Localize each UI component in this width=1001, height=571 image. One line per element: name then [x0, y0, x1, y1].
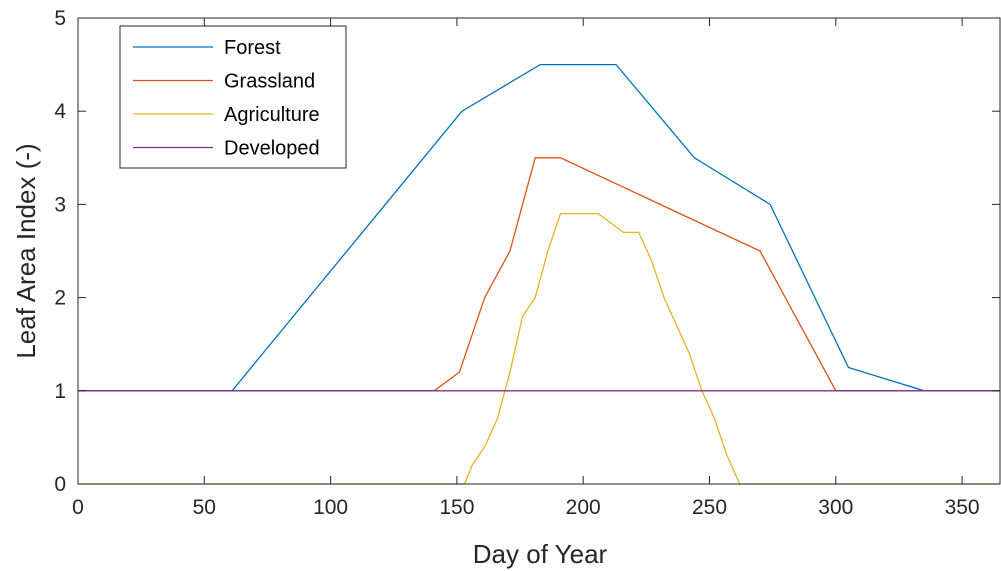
x-tick-label: 150: [439, 496, 474, 519]
x-tick-label: 300: [818, 496, 853, 519]
legend: Forest Grassland Agriculture Developed: [119, 25, 347, 169]
x-tick-label: 0: [72, 496, 84, 519]
y-tick-label: 1: [54, 380, 66, 403]
ticks: 0 50 100 150 200 250 300 350 0 1 2 3 4 5: [54, 7, 1000, 519]
y-tick-label: 3: [54, 193, 66, 216]
legend-label-grassland: Grassland: [224, 71, 315, 93]
legend-label-developed: Developed: [224, 138, 320, 160]
x-tick-label: 50: [193, 496, 216, 519]
x-tick-label: 200: [566, 496, 601, 519]
x-tick-label: 350: [945, 496, 980, 519]
legend-label-forest: Forest: [224, 37, 281, 59]
series-line-agriculture: [78, 213, 1000, 485]
series-line-forest: [78, 63, 1000, 392]
legend-box: [119, 25, 347, 169]
series-line-grassland: [78, 157, 1000, 392]
y-tick-label: 0: [54, 473, 66, 496]
x-tick-label: 250: [692, 496, 727, 519]
x-tick-label: 100: [313, 496, 348, 519]
plot-area: [78, 63, 1000, 485]
x-axis-label: Day of Year: [473, 539, 608, 569]
legend-label-agriculture: Agriculture: [224, 104, 320, 126]
y-tick-label: 5: [54, 7, 66, 30]
y-tick-label: 2: [54, 287, 66, 310]
y-tick-label: 4: [54, 100, 66, 123]
y-axis-label: Leaf Area Index (-): [11, 143, 41, 358]
axes-box: [77, 17, 1001, 485]
